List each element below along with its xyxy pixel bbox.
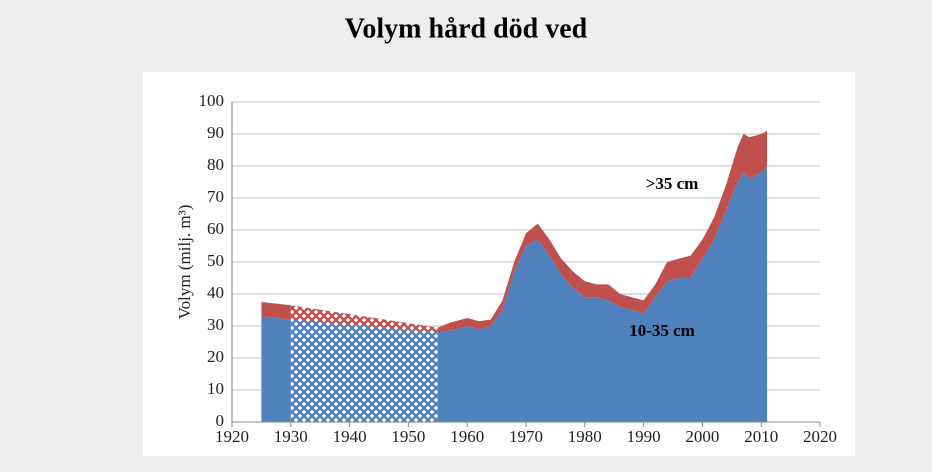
x-tick-label: 1920: [215, 427, 249, 446]
y-tick-label: 50: [207, 251, 224, 270]
y-tick-label: 0: [216, 411, 225, 430]
hatched-area: [290, 305, 438, 333]
area: [437, 166, 768, 422]
x-tick-label: 1980: [568, 427, 602, 446]
area: [261, 316, 291, 422]
x-tick-label: 1960: [450, 427, 484, 446]
x-tick-label: 1950: [391, 427, 425, 446]
y-tick-label: 70: [207, 187, 224, 206]
chart-title: Volym hård död ved: [345, 13, 588, 44]
x-tick-label: 1990: [627, 427, 661, 446]
y-tick-label: 20: [207, 347, 224, 366]
x-tick-label: 1940: [333, 427, 367, 446]
y-tick-label: 90: [207, 123, 224, 142]
y-tick-label: 40: [207, 283, 224, 302]
area: [261, 302, 291, 320]
x-tick-label: 2000: [685, 427, 719, 446]
x-tick-label: 1970: [509, 427, 543, 446]
y-tick-label: 60: [207, 219, 224, 238]
series-label: 10-35 cm: [629, 321, 695, 340]
y-tick-label: 30: [207, 315, 224, 334]
x-tick-label: 2020: [803, 427, 837, 446]
hatched-area: [290, 319, 438, 422]
series-label: >35 cm: [646, 174, 699, 193]
area: [437, 130, 768, 333]
y-tick-label: 10: [207, 379, 224, 398]
y-tick-label: 80: [207, 155, 224, 174]
x-tick-label: 1930: [274, 427, 308, 446]
y-tick-label: 100: [199, 91, 225, 110]
y-axis-label: Volym (milj. m³): [175, 205, 194, 320]
x-tick-label: 2010: [744, 427, 778, 446]
